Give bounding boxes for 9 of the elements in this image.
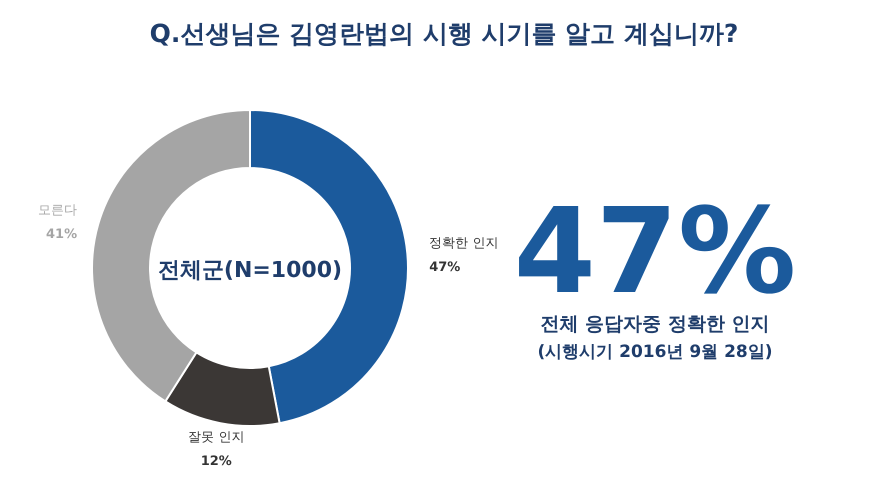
slice-label: 모른다	[38, 202, 78, 218]
slice-label: 정확한 인지	[429, 236, 498, 252]
data-label: 47%	[429, 260, 460, 276]
data-label: 41%	[46, 226, 78, 242]
text: 전체군(N=1000)	[158, 258, 342, 283]
chart-title: Q.선생님은 김영란법의 시행 시기를 알고 계십니까?	[150, 19, 738, 48]
slice-label: 잘못 인지	[188, 430, 244, 445]
text: (시행시기 2016년 9월 28일)	[537, 342, 773, 362]
data-label: 12%	[200, 454, 232, 469]
